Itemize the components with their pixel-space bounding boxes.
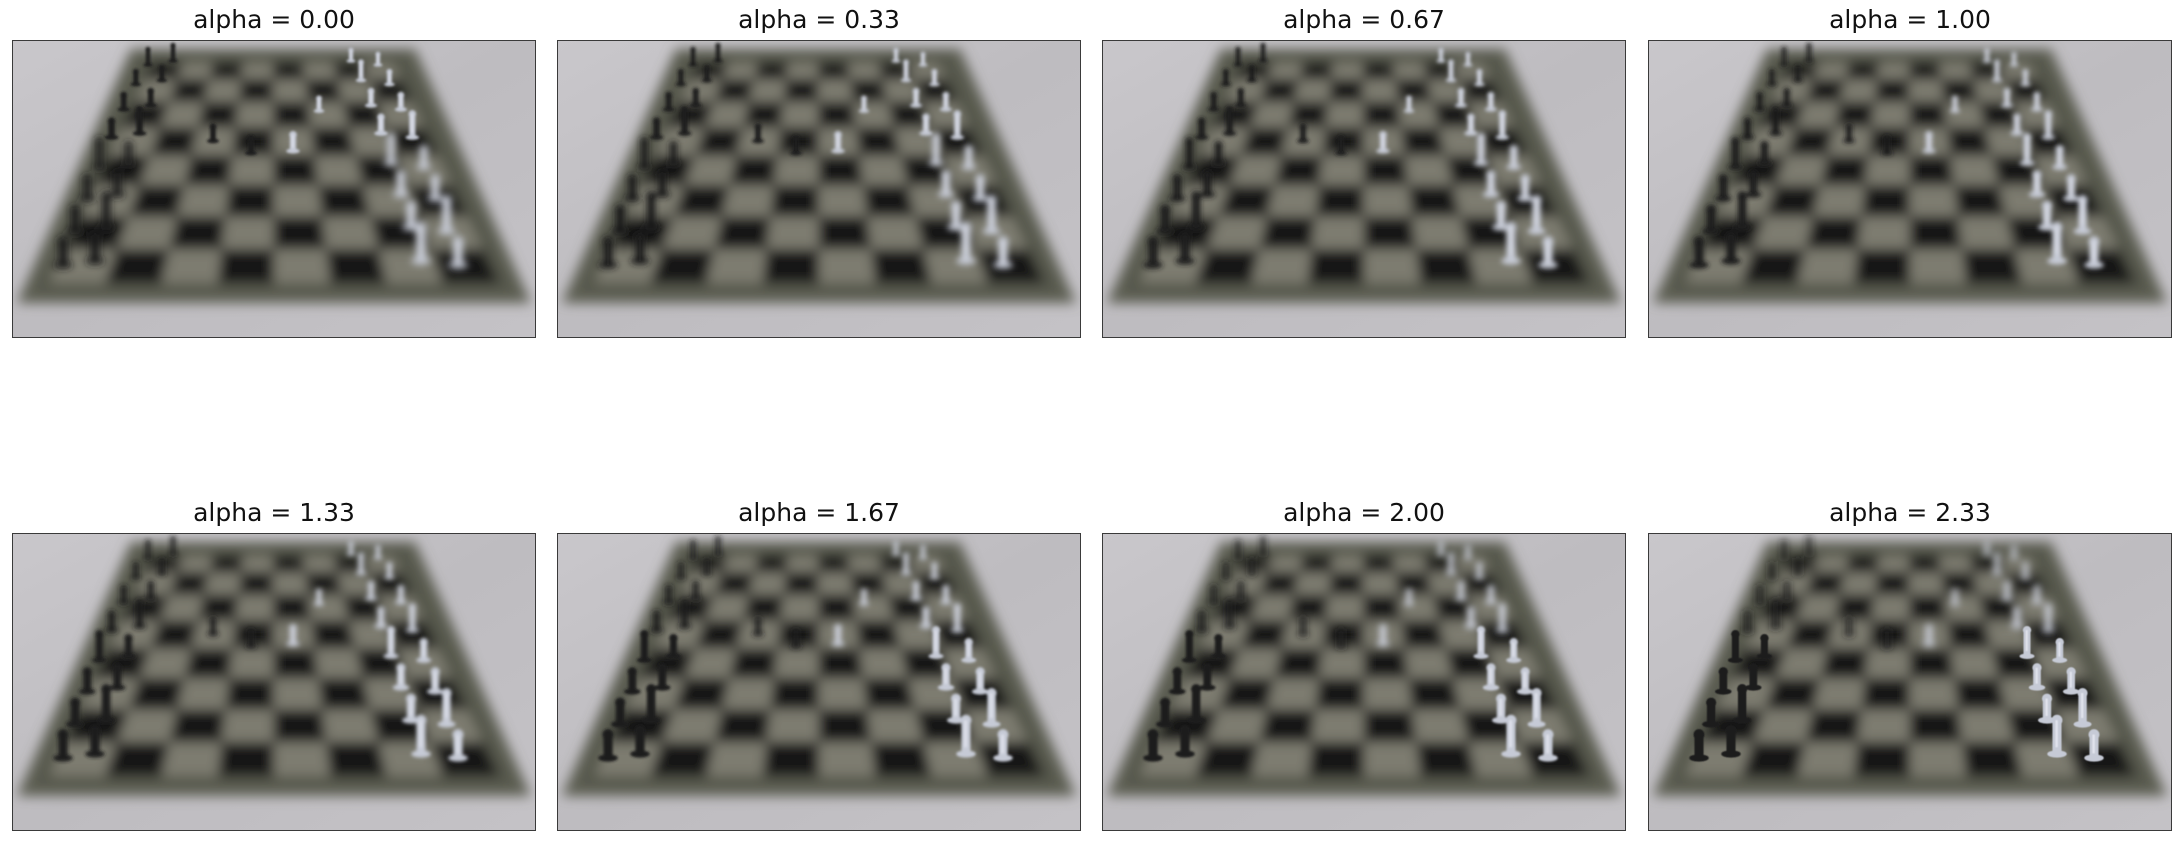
near-pieces — [1689, 132, 2104, 269]
near-pieces — [1143, 625, 1558, 762]
panel-title: alpha = 1.00 — [1829, 5, 1991, 34]
panel-title: alpha = 1.33 — [193, 498, 355, 527]
blurred-chessboard-image — [1649, 41, 2171, 337]
chessboard-photo — [1102, 533, 1626, 831]
near-pieces — [53, 625, 468, 762]
far-pieces — [104, 535, 420, 649]
far-pieces — [1740, 42, 2056, 156]
blurred-chessboard-image — [1103, 41, 1625, 337]
chessboard — [17, 542, 531, 796]
far-pieces — [649, 42, 965, 156]
blurred-chessboard-image — [13, 534, 535, 830]
panel-title: alpha = 2.33 — [1829, 498, 1991, 527]
near-pieces — [598, 625, 1013, 762]
chessboard-photo — [557, 533, 1081, 831]
chessboard-photo — [1648, 533, 2172, 831]
blurred-chessboard-image — [558, 41, 1080, 337]
chessboard-photo — [12, 40, 536, 338]
near-pieces — [53, 132, 468, 269]
near-pieces — [1689, 625, 2104, 762]
panel-title: alpha = 0.00 — [193, 5, 355, 34]
panel-title: alpha = 0.67 — [1283, 5, 1445, 34]
far-pieces — [1740, 535, 2056, 649]
chessboard-photo — [12, 533, 536, 831]
blurred-chessboard-image — [558, 534, 1080, 830]
near-pieces — [598, 132, 1013, 269]
blurred-chessboard-image — [1649, 534, 2171, 830]
panel-title: alpha = 1.67 — [738, 498, 900, 527]
near-pieces — [1143, 132, 1558, 269]
chessboard — [1653, 49, 2167, 303]
panel-title: alpha = 2.00 — [1283, 498, 1445, 527]
panel-title: alpha = 0.33 — [738, 5, 900, 34]
chessboard-photo — [1102, 40, 1626, 338]
chessboard — [1653, 542, 2167, 796]
far-pieces — [649, 535, 965, 649]
far-pieces — [1194, 42, 1510, 156]
blurred-chessboard-image — [13, 41, 535, 337]
far-pieces — [1194, 535, 1510, 649]
far-pieces — [104, 42, 420, 156]
blurred-chessboard-image — [1103, 534, 1625, 830]
chessboard — [562, 542, 1076, 796]
chessboard-photo — [1648, 40, 2172, 338]
chessboard — [17, 49, 531, 303]
chessboard-photo — [557, 40, 1081, 338]
